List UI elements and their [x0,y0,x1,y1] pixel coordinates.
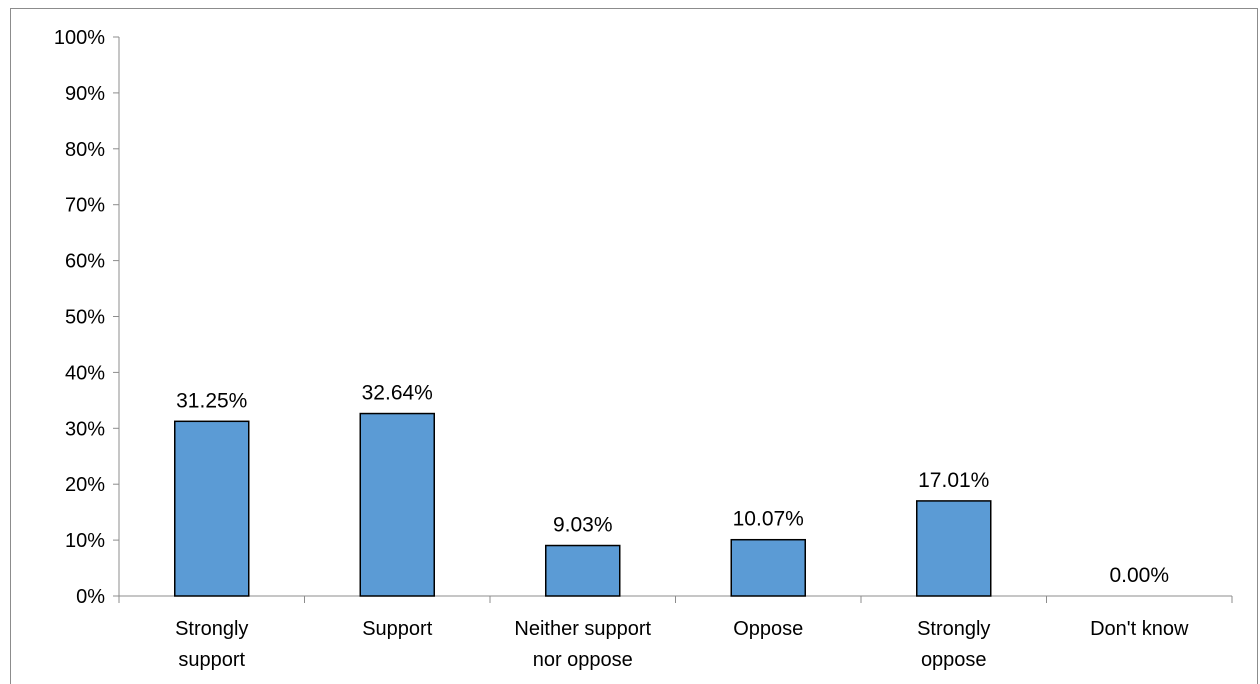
x-category-label-line: Strongly [917,618,990,640]
bar [174,420,250,597]
data-label: 32.64% [362,382,433,405]
bar [359,412,435,597]
x-category-label-line: oppose [921,649,987,671]
y-tick-label: 60% [65,251,105,273]
y-tick-label: 20% [65,474,105,496]
y-tick-label: 30% [65,418,105,440]
data-label: 0.00% [1109,564,1169,587]
data-label: 17.01% [918,469,989,492]
x-category-label-line: support [178,649,245,671]
x-category-label-line: Neither support [514,618,651,640]
y-tick-label: 70% [65,195,105,217]
x-category-label: Support [362,618,432,640]
y-tick-label: 40% [65,362,105,384]
x-category-label-line: Oppose [733,618,803,640]
bar [916,500,992,597]
y-tick-label: 10% [65,530,105,552]
x-category-label: Neither support nor oppose [514,618,651,671]
y-tick-label: 90% [65,83,105,105]
data-label: 10.07% [733,508,804,531]
x-category-label-line: Support [362,618,432,640]
bar [545,544,621,597]
x-category-label-line: nor oppose [533,649,633,671]
x-category-label-line: Don't know [1090,618,1189,640]
x-category-label: Strongly oppose [917,618,990,671]
y-tick-label: 0% [76,586,105,608]
data-label: 31.25% [176,389,247,412]
data-label: 9.03% [553,514,613,537]
x-category-label: Oppose [733,618,803,640]
x-category-label: Strongly support [175,618,248,671]
y-tick-label: 100% [54,27,105,49]
x-category-label: Don't know [1090,618,1189,640]
bar [730,538,806,597]
y-tick-label: 80% [65,139,105,161]
y-tick-label: 50% [65,307,105,329]
x-category-label-line: Strongly [175,618,248,640]
